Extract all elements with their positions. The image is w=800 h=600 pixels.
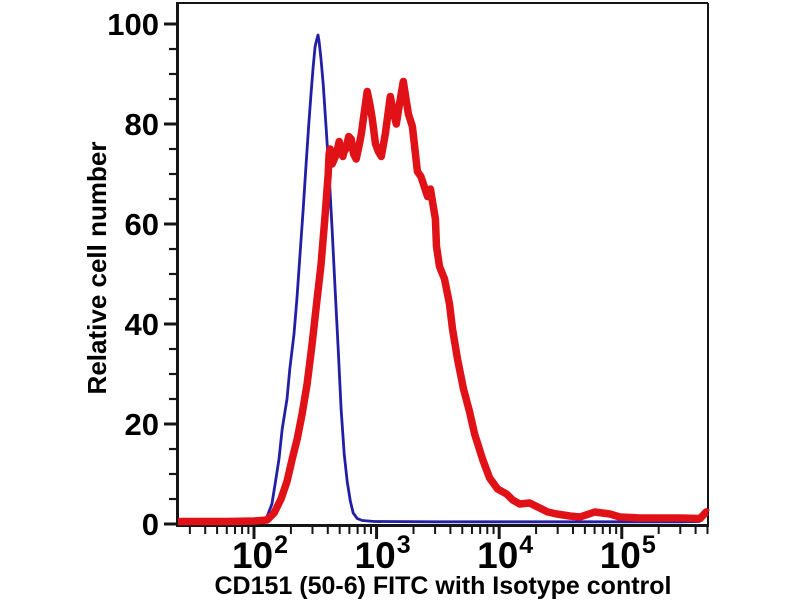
- y-axis: 0 20 40 60 80 100: [107, 7, 176, 542]
- y-tick-label: 40: [125, 307, 159, 342]
- y-tick-label: 20: [125, 407, 159, 442]
- x-tick-label: 105: [600, 531, 656, 576]
- cd151-fitc-curve: [178, 77, 710, 526]
- x-tick-label: 103: [355, 531, 411, 576]
- y-axis-title: Relative cell number: [82, 142, 112, 395]
- x-axis-title: CD151 (50-6) FITC with Isotype control: [214, 572, 671, 600]
- y-tick-label: 80: [125, 107, 159, 142]
- x-tick-label: 104: [477, 531, 533, 576]
- plot-frame: [176, 2, 709, 527]
- curves: [178, 33, 710, 526]
- x-tick-label: 102: [232, 531, 288, 576]
- isotype-control-curve: [178, 33, 709, 524]
- y-tick-label: 0: [142, 507, 159, 542]
- x-axis: 102 103 104 105: [188, 527, 709, 576]
- y-tick-label: 100: [107, 7, 159, 42]
- y-tick-label: 60: [125, 207, 159, 242]
